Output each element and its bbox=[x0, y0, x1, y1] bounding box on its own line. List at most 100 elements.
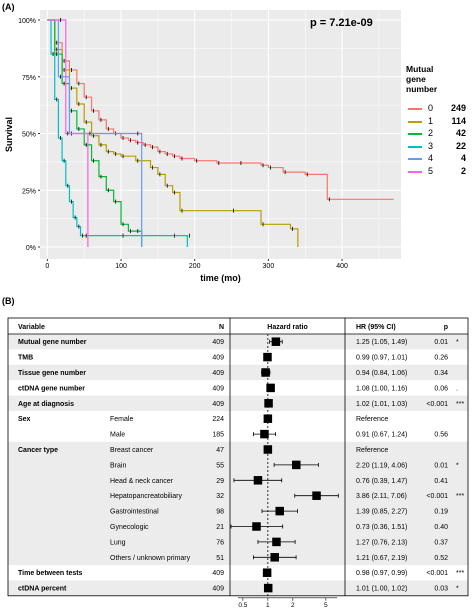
row-sig: * bbox=[456, 462, 459, 469]
row-p: 0.19 bbox=[434, 509, 448, 516]
row-ci: 1.02 (1.01, 1.03) bbox=[356, 401, 407, 408]
hr-point bbox=[252, 522, 261, 531]
legend-swatch bbox=[408, 120, 422, 123]
row-ci: 0.91 (0.67, 1.24) bbox=[356, 432, 407, 439]
hr-point bbox=[260, 429, 269, 439]
legend-title-line: Mutual bbox=[406, 64, 434, 74]
row-p: 0.56 bbox=[434, 432, 448, 439]
row-n: 185 bbox=[212, 432, 224, 439]
row-ci: Reference bbox=[356, 416, 388, 423]
row-n: 47 bbox=[216, 447, 224, 454]
row-n: 409 bbox=[212, 570, 224, 577]
legend-item: 0 249 bbox=[406, 103, 472, 115]
hr-point bbox=[312, 491, 321, 500]
legend-label: 3 bbox=[428, 140, 434, 151]
legend-item: 2 42 bbox=[406, 128, 472, 140]
row-n: 409 bbox=[212, 385, 224, 392]
row-n: 409 bbox=[212, 370, 224, 377]
legend-label: 0 bbox=[428, 103, 434, 113]
legend-label: 4 bbox=[428, 153, 434, 163]
row-ci: 3.86 (2.11, 7.06) bbox=[356, 493, 407, 500]
y-tick-label: 100% bbox=[18, 18, 36, 25]
header-hazard-ratio: Hazard ratio bbox=[267, 324, 307, 331]
row-n: 409 bbox=[212, 586, 224, 593]
row-p: 0.06 bbox=[434, 385, 448, 392]
row-variable: Cancer type bbox=[18, 447, 58, 454]
row-p: 0.01 bbox=[434, 339, 448, 346]
row-sig: *** bbox=[456, 570, 464, 577]
row-variable: TMB bbox=[18, 355, 33, 362]
row-n: 224 bbox=[212, 416, 224, 423]
row-ci: 0.73 (0.36, 1.51) bbox=[356, 524, 407, 531]
legend-count: 42 bbox=[455, 128, 466, 138]
row-shade bbox=[8, 503, 468, 519]
header-row bbox=[8, 318, 468, 334]
row-ci: 1.01 (1.00, 1.02) bbox=[356, 586, 407, 593]
row-shade bbox=[8, 549, 468, 565]
row-shade bbox=[8, 364, 468, 381]
row-n: 55 bbox=[216, 462, 224, 469]
row-ci: 1.21 (0.67, 2.19) bbox=[356, 555, 407, 562]
row-shade bbox=[8, 488, 468, 504]
row-subgroup: Lung bbox=[110, 539, 126, 546]
row-n: 409 bbox=[212, 339, 224, 346]
table-border bbox=[7, 317, 469, 597]
row-shade bbox=[8, 457, 468, 473]
row-variable: Sex bbox=[18, 416, 31, 423]
legend-label: 1 bbox=[428, 115, 434, 126]
row-ci: 0.76 (0.39, 1.47) bbox=[356, 478, 407, 485]
hr-point bbox=[275, 506, 284, 516]
header-n: N bbox=[219, 324, 224, 331]
row-shade bbox=[8, 395, 468, 411]
y-axis-title: Survival bbox=[4, 117, 14, 152]
row-p: 0.40 bbox=[434, 524, 448, 531]
row-ci: 1.08 (1.00, 1.16) bbox=[356, 385, 407, 392]
row-subgroup: Male bbox=[110, 432, 125, 439]
legend-swatch bbox=[408, 133, 422, 135]
hr-point bbox=[263, 352, 272, 362]
row-variable: ctDNA gene number bbox=[18, 385, 85, 392]
row-ci: 0.94 (0.84, 1.06) bbox=[356, 370, 407, 377]
hr-point bbox=[292, 460, 301, 470]
row-n: 76 bbox=[216, 539, 224, 546]
row-p: 0.01 bbox=[434, 462, 448, 469]
row-shade bbox=[8, 334, 468, 350]
row-n: 21 bbox=[216, 524, 224, 531]
legend-title-line: gene bbox=[406, 74, 426, 84]
legend-count: 249 bbox=[450, 103, 466, 113]
row-subgroup: Brain bbox=[110, 462, 126, 469]
hr-point bbox=[270, 553, 279, 562]
survival-curve-5 bbox=[47, 19, 89, 247]
hr-point bbox=[261, 368, 270, 377]
hr-point bbox=[271, 337, 281, 346]
x-axis-title: time (mo) bbox=[200, 273, 241, 283]
plot-background bbox=[40, 10, 401, 259]
row-sig: *** bbox=[456, 493, 464, 500]
row-ci: 0.99 (0.97, 1.01) bbox=[356, 355, 407, 362]
row-n: 29 bbox=[216, 478, 224, 485]
hr-point bbox=[263, 583, 273, 593]
row-variable: Mutual gene number bbox=[18, 339, 87, 346]
hr-point bbox=[264, 399, 273, 408]
row-sig: * bbox=[456, 339, 459, 346]
row-ci: 2.20 (1.19, 4.06) bbox=[356, 462, 407, 469]
legend-item: 1 114 bbox=[406, 116, 472, 128]
survival-curve-0 bbox=[47, 19, 394, 200]
hr-point bbox=[272, 537, 281, 547]
hr-point bbox=[266, 383, 275, 393]
survival-curve-3 bbox=[47, 19, 188, 247]
row-sig: * bbox=[456, 586, 459, 593]
row-ci: 1.39 (0.85, 2.27) bbox=[356, 509, 407, 516]
row-variable: ctDNA percent bbox=[18, 586, 67, 593]
x-tick-label: 0.5 bbox=[238, 602, 247, 609]
legend-swatch bbox=[408, 158, 422, 160]
row-p: 0.37 bbox=[434, 539, 448, 546]
row-subgroup: Gynecologic bbox=[110, 524, 149, 531]
row-sig: *** bbox=[456, 401, 464, 408]
row-n: 98 bbox=[216, 509, 224, 516]
row-subgroup: Female bbox=[110, 416, 133, 423]
survival-curve-1 bbox=[47, 19, 299, 247]
km-chart: 0% 25% 50% 75% 100% 0 100 200 300 400 time (mo) Sur… bbox=[4, 10, 401, 283]
